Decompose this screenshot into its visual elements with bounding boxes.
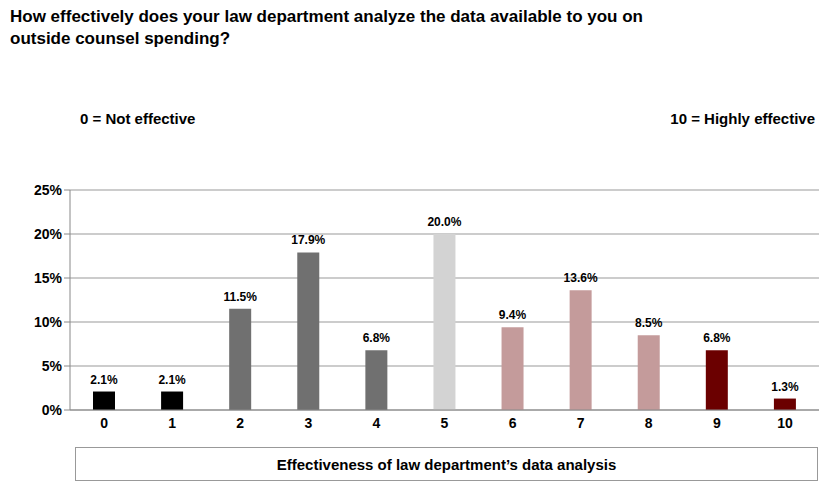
svg-text:10%: 10% [34,314,63,330]
svg-text:5%: 5% [42,358,63,374]
svg-text:10: 10 [777,415,793,431]
svg-text:2.1%: 2.1% [90,373,118,387]
svg-text:11.5%: 11.5% [223,290,257,304]
svg-text:8: 8 [645,415,653,431]
svg-text:2.1%: 2.1% [158,373,186,387]
svg-text:4: 4 [373,415,381,431]
svg-text:0%: 0% [42,402,63,418]
svg-text:15%: 15% [34,270,63,286]
html-text:Effectiveness of law departmen: Effectiveness of law department’s data a… [276,455,617,473]
svg-text:17.9%: 17.9% [291,233,325,247]
svg-text:6.8%: 6.8% [363,331,391,345]
svg-text:0: 0 [100,415,108,431]
svg-text:1: 1 [168,415,176,431]
svg-text:9.4%: 9.4% [499,308,527,322]
svg-text:25%: 25% [34,182,63,198]
svg-text:3: 3 [304,415,312,431]
svg-text:9: 9 [713,415,721,431]
svg-text:20%: 20% [34,226,63,242]
svg-text:13.6%: 13.6% [564,271,598,285]
svg-text:1.3%: 1.3% [771,380,799,394]
html-text:10 = Highly effective: 10 = Highly effective [670,110,815,127]
svg-text:7: 7 [577,415,585,431]
svg-text:5: 5 [441,415,449,431]
svg-text:6: 6 [509,415,517,431]
html-text:How effectively does your law: How effectively does your law department… [10,7,643,48]
svg-text:6.8%: 6.8% [703,331,731,345]
svg-text:2: 2 [236,415,244,431]
svg-text:8.5%: 8.5% [635,316,663,330]
html-text:0 = Not effective: 0 = Not effective [80,110,196,127]
svg-text:20.0%: 20.0% [427,215,461,229]
